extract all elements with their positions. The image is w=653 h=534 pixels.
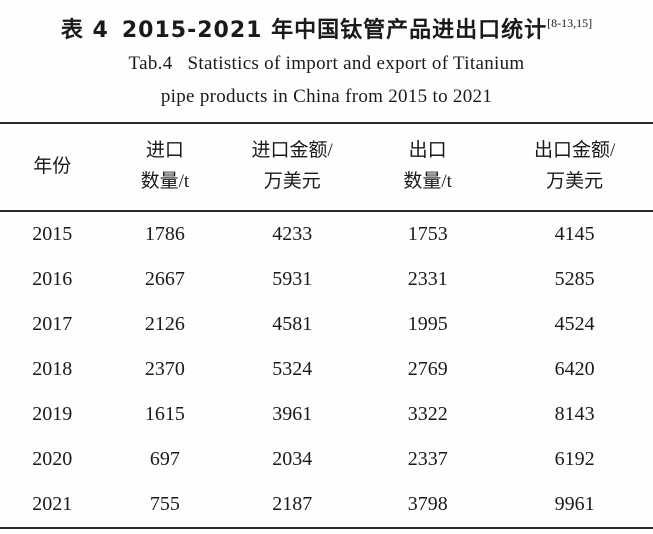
year-cell: 2015 [32,223,73,245]
table-row: 2018 2370 5324 2769 6420 [0,347,653,392]
import-qty-cell: 2370 [144,358,185,380]
header-label: 万美元 [546,171,604,192]
export-qty-cell: 2337 [407,448,448,470]
table-row: 2021 755 2187 3798 9961 [0,482,653,528]
header-label: 出口 [408,140,447,161]
year-cell: 2020 [32,448,73,470]
table-number-en: Tab.4 [128,53,173,74]
table-caption-block: 表 4 2015-2021 年中国钛管产品进出口统计[8-13,15] Tab.4… [0,0,653,113]
year-cell: 2019 [32,403,73,425]
import-qty-cell: 2126 [144,313,185,335]
export-qty-cell: 1753 [407,223,448,245]
table-number-zh: 表 4 [60,18,109,43]
export-qty-cell: 2331 [407,268,448,290]
year-cell: 2017 [32,313,73,335]
citation-superscript: [8-13,15] [547,16,593,30]
year-cell: 2018 [32,358,73,380]
table-title-en-text: Statistics of import and export of Titan… [187,53,525,74]
table-title-zh-text: 2015-2021 年中国钛管产品进出口统计 [121,18,548,43]
table-row: 2015 1786 4233 1753 4145 [0,211,653,257]
export-value-cell: 6192 [554,448,595,470]
table-header: 年份 进口 数量/t 进口金额/ 万美元 出口 数量/t 出口金额/ 万美元 [0,123,653,212]
year-cell: 2016 [32,268,73,290]
table-body: 2015 1786 4233 1753 4145 2016 2667 5931 … [0,211,653,528]
table-row: 2019 1615 3961 3322 8143 [0,392,653,437]
header-label: 数量/t [403,171,452,192]
header-label: 进口金额/ [251,140,333,161]
export-qty-cell: 2769 [407,358,448,380]
column-header-year: 年份 [0,123,105,212]
export-value-cell: 5285 [554,268,595,290]
export-value-cell: 6420 [554,358,595,380]
table-row: 2016 2667 5931 2331 5285 [0,257,653,302]
column-header-export-qty: 出口 数量/t [359,123,497,212]
export-value-cell: 9961 [554,493,595,515]
column-header-import-value: 进口金额/ 万美元 [225,123,360,212]
header-label: 年份 [33,155,72,177]
export-value-cell: 4524 [554,313,595,335]
import-value-cell: 4233 [272,223,313,245]
table-title-en-line2: pipe products in China from 2015 to 2021 [160,86,493,107]
import-value-cell: 4581 [272,313,313,335]
import-qty-cell: 2667 [144,268,185,290]
import-qty-cell: 1786 [144,223,185,245]
statistics-table: 年份 进口 数量/t 进口金额/ 万美元 出口 数量/t 出口金额/ 万美元 [0,122,653,529]
export-qty-cell: 3322 [407,403,448,425]
header-label: 出口金额/ [533,140,616,161]
import-qty-cell: 1615 [144,403,185,425]
export-value-cell: 4145 [554,223,595,245]
header-row: 年份 进口 数量/t 进口金额/ 万美元 出口 数量/t 出口金额/ 万美元 [0,123,653,212]
header-label: 进口 [145,140,184,161]
column-header-export-value: 出口金额/ 万美元 [496,123,653,212]
header-label: 万美元 [263,171,321,192]
import-qty-cell: 755 [149,493,180,515]
export-qty-cell: 3798 [407,493,448,515]
table-title-en-line1: Tab.4 Statistics of import and export of … [0,47,653,80]
export-value-cell: 8143 [554,403,595,425]
import-value-cell: 5931 [272,268,313,290]
import-value-cell: 3961 [272,403,313,425]
table-row: 2020 697 2034 2337 6192 [0,437,653,482]
year-cell: 2021 [32,493,73,515]
column-header-import-qty: 进口 数量/t [104,123,226,212]
import-value-cell: 2187 [272,493,313,515]
import-qty-cell: 697 [149,448,180,470]
export-qty-cell: 1995 [407,313,448,335]
table-row: 2017 2126 4581 1995 4524 [0,302,653,347]
import-value-cell: 5324 [272,358,313,380]
table-title-zh: 表 4 2015-2021 年中国钛管产品进出口统计[8-13,15] [0,7,653,47]
header-label: 数量/t [140,171,190,192]
import-value-cell: 2034 [272,448,313,470]
